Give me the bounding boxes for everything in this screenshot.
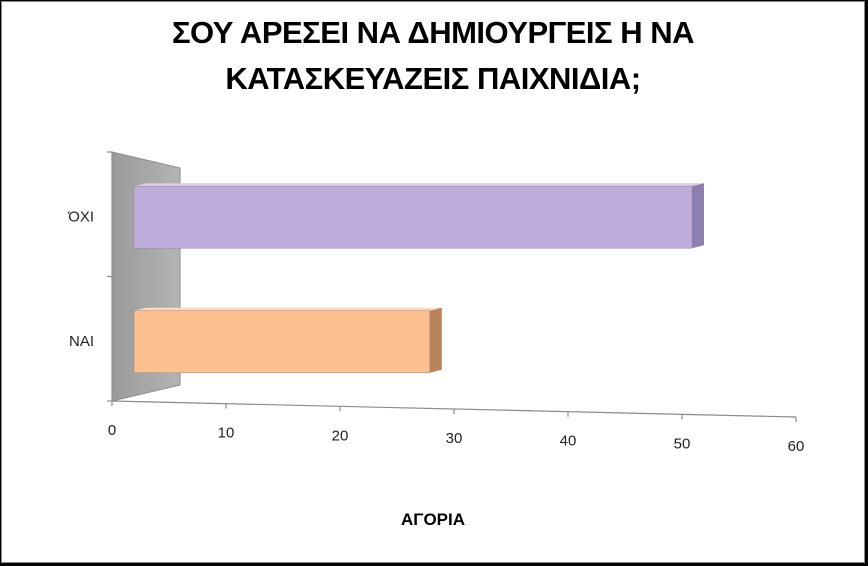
bars <box>133 183 704 374</box>
x-tick-label: 40 <box>560 433 577 450</box>
chart-title: ΣΟΥ ΑΡΕΣΕΙ ΝΑ ΔΗΜΙΟΥΡΓΕΙΣ Η ΝΑ ΚΑΤΑΣΚΕΥΑ… <box>2 10 864 102</box>
x-tick-label: 10 <box>218 425 235 442</box>
bar-top-face <box>134 183 704 187</box>
bar-end-face <box>429 307 442 373</box>
bar-end-face <box>692 183 704 249</box>
x-tick-label: 0 <box>108 422 116 439</box>
tick-labels: 0 10 20 30 40 50 60 ΝΑΙ ΌΧΙ <box>67 208 804 455</box>
bar-top-face <box>134 307 442 311</box>
x-tick-label: 20 <box>332 427 349 444</box>
bar-nai <box>133 310 431 374</box>
x-tick-label: 50 <box>674 435 691 452</box>
chart-title-line-1: ΣΟΥ ΑΡΕΣΕΙ ΝΑ ΔΗΜΙΟΥΡΓΕΙΣ Η ΝΑ <box>171 15 695 50</box>
x-axis-title: ΑΓΟΡΙΑ <box>400 510 466 529</box>
x-tick-label: 30 <box>446 430 463 447</box>
y-tick-label: ΝΑΙ <box>69 333 94 350</box>
bar-ochi <box>133 185 693 249</box>
x-tick-label: 60 <box>788 438 805 455</box>
chart-title-line-2: ΚΑΤΑΣΚΕΥΑΖΕΙΣ ΠΑΙΧΝΙΔΙΑ; <box>225 61 641 96</box>
y-tick-label: ΌΧΙ <box>67 208 94 225</box>
axes <box>107 151 797 422</box>
